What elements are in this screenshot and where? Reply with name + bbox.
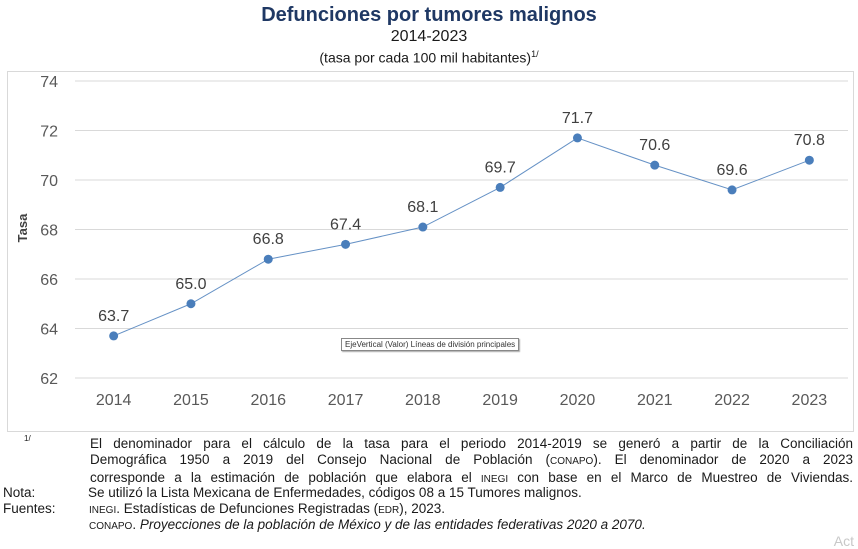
conapo-abbr: CONAPO <box>550 456 594 467</box>
fuente-conapo: CONAPO. Proyecciones de la población de … <box>89 517 646 532</box>
y-tick-label: 74 <box>40 74 58 91</box>
data-label-2020: 71.7 <box>562 110 593 127</box>
gridlines <box>75 80 848 379</box>
units-text: (tasa por cada 100 mil habitantes) <box>319 49 532 66</box>
footnote-line-2b: ). El denominador de 2020 a 2023 <box>593 452 853 467</box>
footnote-line-3: corresponde a la estimación de población… <box>90 470 853 488</box>
units-footnote-mark: 1/ <box>531 49 539 59</box>
x-axis-ticks: 2014 2015 2016 2017 2018 2019 2020 2021 2022 2023 <box>96 392 827 409</box>
data-point-2021[interactable] <box>650 160 660 170</box>
data-label-2016: 66.8 <box>253 231 284 248</box>
y-tick-label: 64 <box>40 322 58 339</box>
x-tick-label: 2020 <box>560 392 596 409</box>
x-tick-label: 2018 <box>405 392 441 409</box>
data-point-2020[interactable] <box>572 133 582 143</box>
chart-title: Defunciones por tumores malignos <box>261 4 597 26</box>
y-axis-label: Tasa <box>15 213 30 242</box>
x-tick-label: 2014 <box>96 392 132 409</box>
data-point-2016[interactable] <box>263 254 273 264</box>
series-line <box>113 137 810 337</box>
fuente-inegi-text: . Estadísticas de Defunciones Registrada… <box>116 501 379 516</box>
chart-subtitle-units: (tasa por cada 100 mil habitantes)1/ <box>0 49 858 66</box>
data-label-2017: 67.4 <box>330 216 361 233</box>
fuente-inegi: INEGI. Estadísticas de Defunciones Regis… <box>89 501 445 516</box>
footnote-text: El denominador para el cálculo de la tas… <box>90 436 853 488</box>
data-label-2022: 69.6 <box>716 162 747 179</box>
data-point-2018[interactable] <box>418 222 428 232</box>
data-label-2021: 70.6 <box>639 137 670 154</box>
data-points <box>109 133 814 341</box>
data-point-2019[interactable] <box>495 182 505 192</box>
fuente-inegi-year: ), 2023. <box>399 501 446 516</box>
fuente-conapo-sep: . <box>132 517 140 532</box>
data-point-2014[interactable] <box>109 331 119 341</box>
fuentes-label: Fuentes: <box>3 501 56 516</box>
x-tick-label: 2019 <box>482 392 518 409</box>
inegi-abbr: INEGI <box>480 474 509 485</box>
data-label-2014: 63.7 <box>98 308 129 325</box>
x-tick-label: 2023 <box>792 392 828 409</box>
nota-text: Se utilizó la Lista Mexicana de Enfermed… <box>88 485 582 500</box>
x-tick-label: 2021 <box>637 392 673 409</box>
chart-element-tooltip: EjeVertical (Valor) Líneas de división p… <box>341 338 520 351</box>
data-point-2023[interactable] <box>804 155 814 165</box>
data-label-2018: 68.1 <box>407 199 438 216</box>
edr-abbr: EDR <box>378 505 400 516</box>
y-tick-label: 62 <box>40 371 58 388</box>
data-label-2023: 70.8 <box>794 132 825 149</box>
y-tick-label: 68 <box>40 223 58 240</box>
x-tick-label: 2017 <box>328 392 364 409</box>
footnote-line-2a: Demográfica 1950 a 2019 del Consejo Naci… <box>90 452 550 467</box>
fuente-conapo-org: CONAPO <box>89 521 133 532</box>
activation-watermark: Act <box>833 533 854 549</box>
x-tick-label: 2016 <box>250 392 286 409</box>
data-point-2017[interactable] <box>341 239 351 249</box>
chart-area[interactable] <box>7 71 854 432</box>
fuente-inegi-org: INEGI <box>89 505 117 516</box>
data-label-2015: 65.0 <box>175 276 206 293</box>
footnote-line-3a: corresponde a la estimación de población… <box>90 470 481 485</box>
chart-subtitle-years: 2014-2023 <box>390 28 468 45</box>
footnote-mark: 1/ <box>24 434 31 443</box>
footnote-line-2: Demográfica 1950 a 2019 del Consejo Naci… <box>90 452 853 470</box>
data-point-2015[interactable] <box>186 299 196 309</box>
x-tick-label: 2022 <box>714 392 750 409</box>
series-line-path <box>113 137 810 337</box>
y-tick-label: 70 <box>40 173 58 190</box>
nota-label: Nota: <box>3 485 36 500</box>
data-point-2022[interactable] <box>727 185 737 195</box>
footnote-line-1: El denominador para el cálculo de la tas… <box>90 436 853 451</box>
y-tick-label: 72 <box>40 124 58 141</box>
data-labels: 63.7 65.0 66.8 67.4 68.1 69.7 71.7 70.6 69.6 70.8 <box>98 110 825 325</box>
fuente-conapo-title: Proyecciones de la población de México y… <box>139 517 642 532</box>
data-label-2019: 69.7 <box>485 159 516 176</box>
x-tick-label: 2015 <box>173 392 209 409</box>
footnote-line-3b: con base en el Marco de Muestreo de Vivi… <box>508 470 853 485</box>
y-tick-label: 66 <box>40 272 58 289</box>
y-axis-ticks: 62 64 66 68 70 72 74 <box>40 74 58 388</box>
fuente-conapo-end: . <box>641 517 646 532</box>
